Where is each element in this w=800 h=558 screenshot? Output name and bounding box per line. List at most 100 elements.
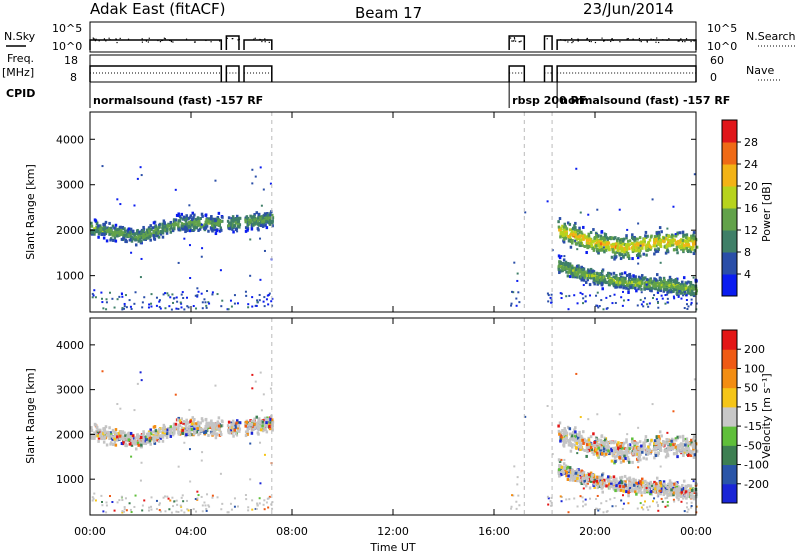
velocity-echo-cell: [97, 434, 100, 437]
power-scatter-cell: [580, 212, 582, 214]
power-data: [90, 112, 698, 312]
velocity-scatter-cell: [212, 495, 214, 497]
velocity-echo-cell: [178, 433, 181, 436]
power-echo-cell: [134, 238, 137, 241]
cpid-label: CPID: [6, 87, 35, 100]
velocity-scatter-cell: [672, 410, 674, 412]
power-echo-cell: [658, 235, 661, 238]
power-scatter-cell: [653, 294, 655, 296]
power-scatter-cell: [575, 168, 577, 170]
power-scatter-cell: [182, 291, 184, 293]
power-echo-cell: [622, 240, 625, 243]
power-echo-cell: [113, 233, 116, 236]
power-scatter-cell: [264, 305, 266, 307]
power-scatter-cell: [201, 256, 203, 258]
power-echo-cell: [559, 235, 562, 238]
velocity-echo-cell: [659, 489, 662, 492]
velocity-scatter-cell: [221, 503, 223, 505]
velocity-echo-cell: [178, 424, 181, 427]
power-scatter-cell: [260, 166, 262, 168]
power-scatter-cell: [196, 287, 198, 289]
power-echo-cell: [582, 226, 585, 229]
velocity-echo-cell: [230, 423, 233, 426]
velocity-scatter-cell: [118, 499, 120, 501]
velocity-echo-cell: [152, 438, 155, 441]
power-echo-cell: [625, 245, 628, 248]
power-echo-cell: [123, 227, 126, 230]
velocity-echo-cell: [193, 425, 196, 428]
power-echo-cell: [666, 282, 669, 285]
velocity-echo-cell: [620, 461, 623, 464]
power-echo-cell: [137, 240, 140, 243]
velocity-scatter-cell: [201, 428, 203, 430]
velocity-scatter-cell: [237, 505, 239, 507]
power-echo-cell: [256, 211, 259, 214]
velocity-echo-cell: [590, 446, 593, 449]
power-echo-cell: [265, 220, 268, 223]
power-scatter-cell: [202, 307, 204, 309]
power-echo-cell: [687, 250, 690, 253]
power-echo-cell: [268, 221, 271, 224]
power-scatter-cell: [196, 294, 198, 296]
noise-left-tick-bottom: 10^0: [52, 40, 82, 53]
power-echo-cell: [639, 277, 642, 280]
power-echo-cell: [205, 213, 208, 216]
power-echo-cell: [676, 246, 679, 249]
power-echo-cell: [562, 229, 565, 232]
power-scatter-cell: [614, 294, 616, 296]
velocity-echo-cell: [655, 454, 658, 457]
velocity-scatter-cell: [547, 504, 549, 506]
power-echo-cell: [616, 277, 619, 280]
power-echo-cell: [627, 252, 630, 255]
power-scatter-cell: [189, 277, 191, 279]
power-scatter-cell: [92, 293, 94, 295]
velocity-echo-cell: [575, 446, 578, 449]
velocity-scatter-cell: [156, 508, 158, 510]
power-echo-cell: [174, 221, 177, 224]
velocity-scatter-cell: [666, 432, 668, 434]
velocity-echo-cell: [216, 433, 219, 436]
freq-trace-segment: [90, 66, 221, 82]
nave-tick-bottom: 0: [710, 71, 717, 84]
power-echo-cell: [614, 256, 617, 259]
velocity-echo-cell: [675, 483, 678, 486]
power-scatter-cell: [637, 304, 639, 306]
power-scatter-cell: [249, 238, 251, 240]
velocity-echo-cell: [140, 444, 143, 447]
velocity-scatter-cell: [686, 506, 688, 508]
power-echo-cell: [691, 248, 694, 251]
velocity-scatter-cell: [641, 506, 643, 508]
power-echo-cell: [257, 228, 260, 231]
velocity-scatter-cell: [597, 495, 599, 497]
velocity-echo-cell: [637, 447, 640, 450]
velocity-scatter-cell: [568, 511, 570, 513]
velocity-echo-cell: [610, 449, 613, 452]
power-scatter-cell: [675, 233, 677, 235]
power-echo-cell: [229, 221, 232, 224]
velocity-echo-cell: [220, 424, 223, 427]
velocity-echo-cell: [158, 440, 161, 443]
power-scatter-cell: [585, 300, 587, 302]
velocity-echo-cell: [566, 431, 569, 434]
power-ytick-label: 1000: [56, 270, 84, 283]
power-echo-cell: [636, 238, 639, 241]
power-echo-cell: [175, 218, 178, 221]
velocity-echo-cell: [246, 421, 249, 424]
noise-trace-segment: [90, 40, 221, 50]
power-echo-cell: [626, 274, 629, 277]
power-echo-cell: [646, 235, 649, 238]
power-echo-cell: [568, 239, 571, 242]
velocity-scatter-cell: [206, 510, 208, 512]
power-echo-cell: [239, 217, 242, 220]
power-echo-cell: [559, 217, 562, 220]
velocity-scatter-cell: [100, 495, 102, 497]
velocity-echo-cell: [207, 434, 210, 437]
velocity-scatter-cell: [684, 510, 686, 512]
power-scatter-cell: [106, 301, 108, 303]
velocity-scatter-cell: [214, 385, 216, 387]
power-echo-cell: [271, 220, 274, 223]
velocity-echo-cell: [655, 482, 658, 485]
velocity-echo-cell: [559, 440, 562, 443]
velocity-echo-cell: [124, 434, 127, 437]
power-echo-cell: [610, 245, 613, 248]
